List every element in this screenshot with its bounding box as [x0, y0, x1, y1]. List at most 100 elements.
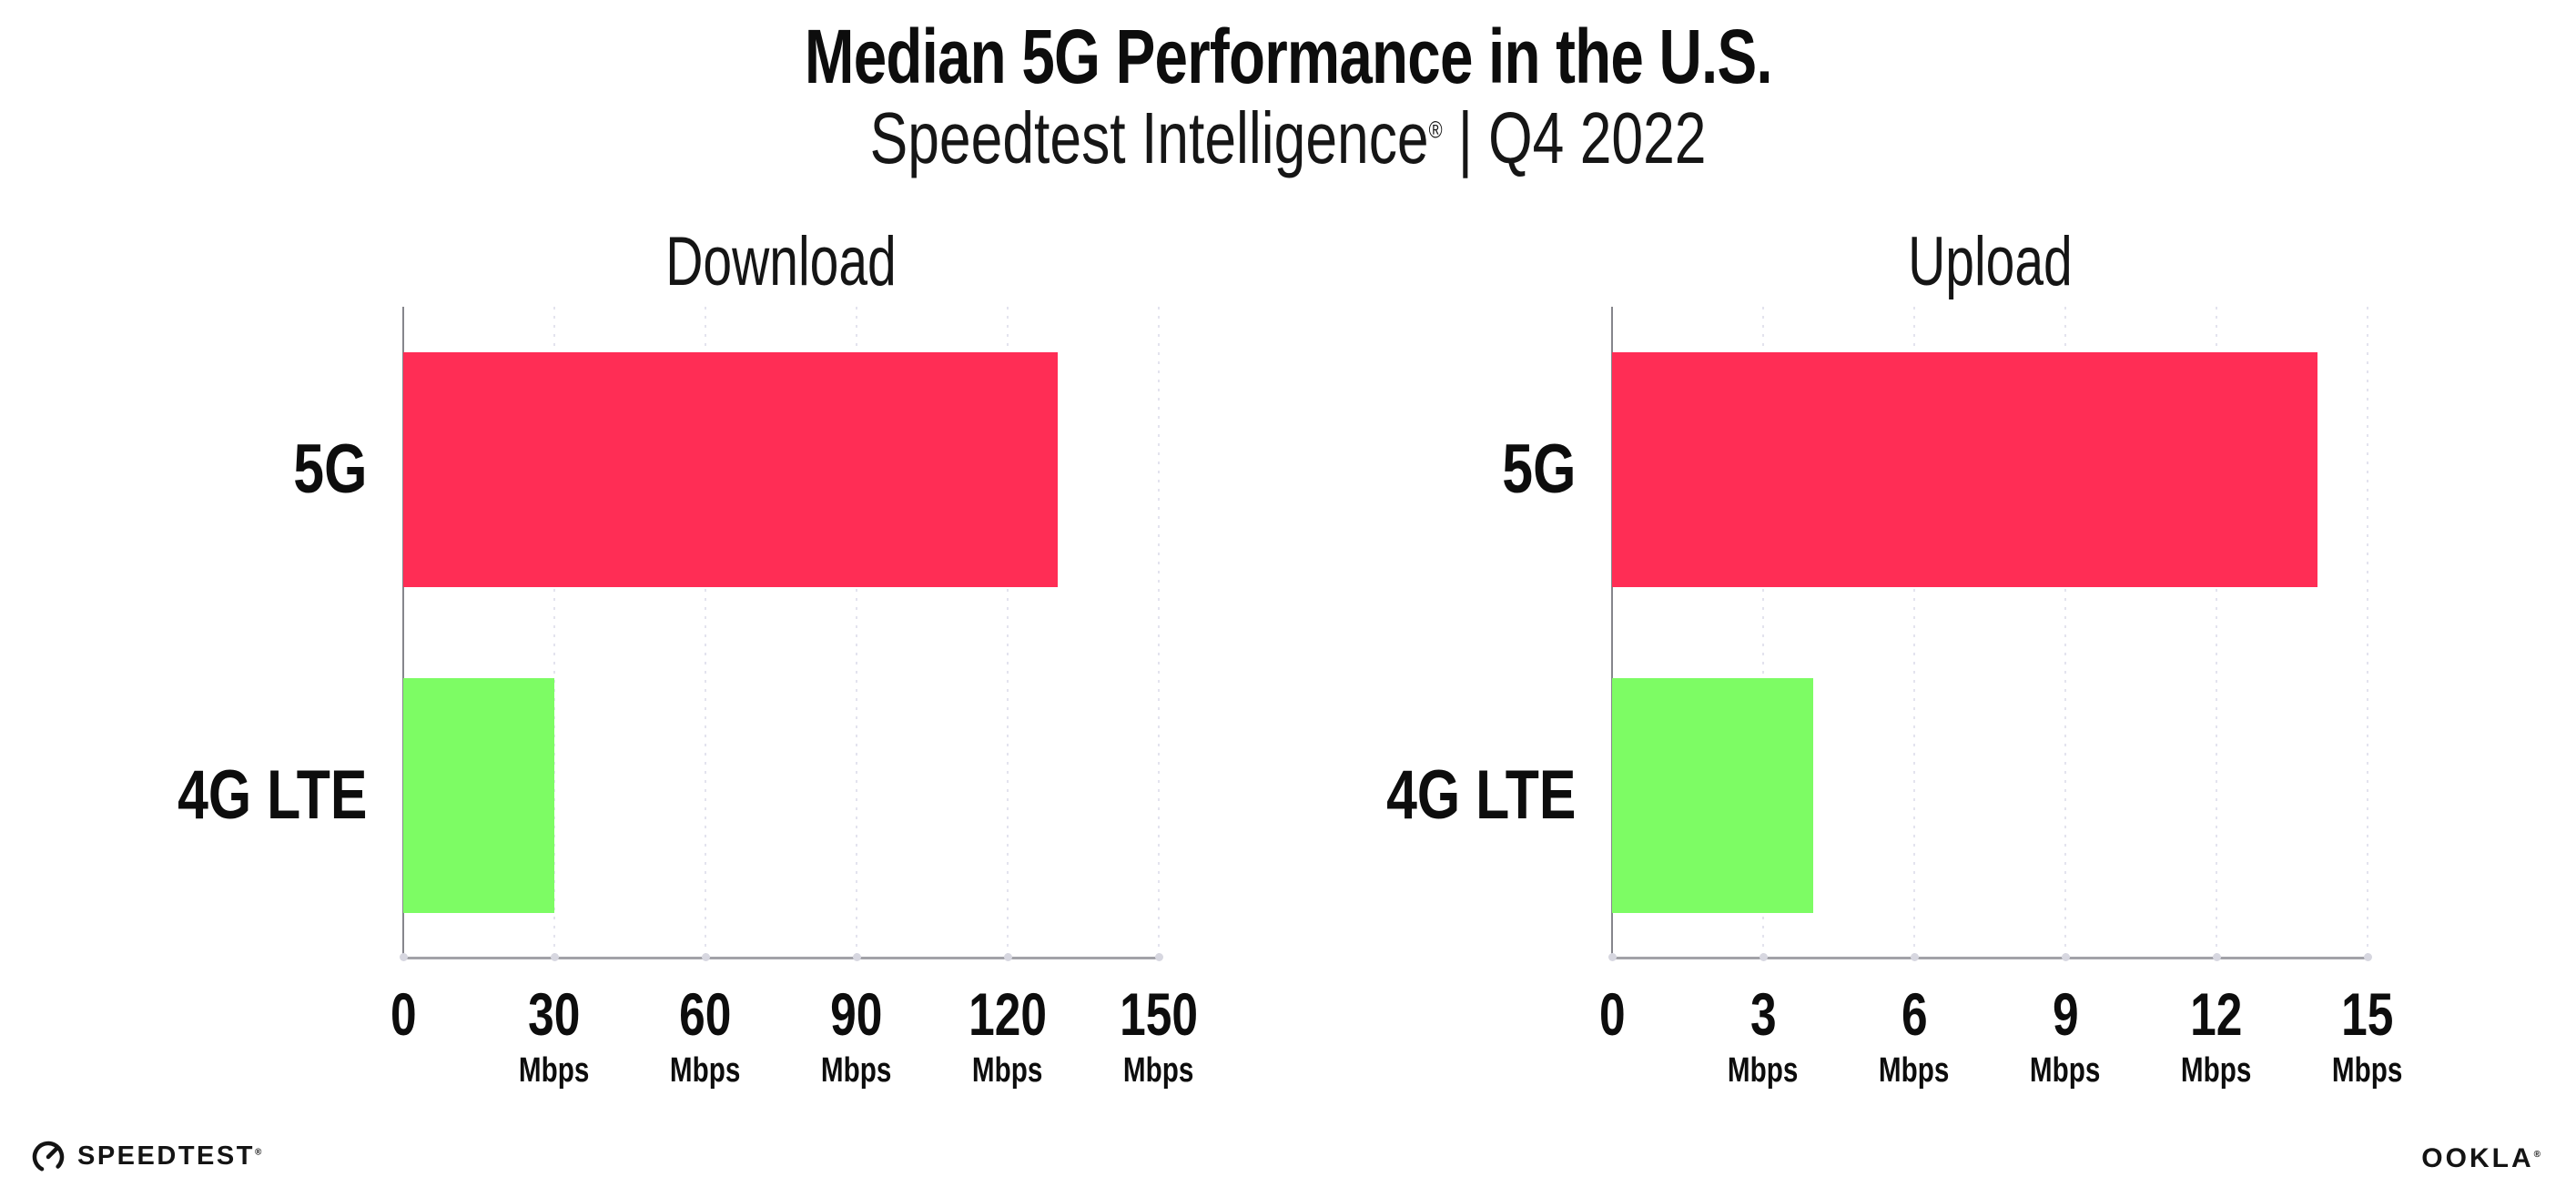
- tick-unit: Mbps: [1059, 1053, 1259, 1088]
- category-label-text-4g-lte: 4G LTE: [1385, 756, 1576, 834]
- speedtest-gauge-icon: [32, 1141, 65, 1173]
- tick-unit: Mbps: [1663, 1053, 1863, 1088]
- tick-label-0-upload: 0: [1512, 984, 1712, 1044]
- subtitle-separator: |: [1457, 97, 1473, 178]
- tick-number-text: 60: [679, 980, 732, 1048]
- tick-label-12-upload: 12 Mbps: [2116, 984, 2317, 1088]
- tick-label-60-download: 60 Mbps: [605, 984, 806, 1088]
- plot-area-download: [400, 307, 1163, 961]
- category-label-text-4g-lte: 4G LTE: [177, 756, 367, 834]
- tick-unit-text: Mbps: [1879, 1051, 1950, 1090]
- gridline: [705, 307, 706, 959]
- ookla-logo: OOKLA®: [2421, 1143, 2543, 1174]
- page-subtitle-text: Speedtest Intelligence® | Q4 2022: [870, 96, 1707, 180]
- tick-label-120-download: 120 Mbps: [908, 984, 1108, 1088]
- tick-dot: [1004, 953, 1012, 961]
- category-label-5g-upload: 5G: [1175, 352, 1576, 587]
- tick-number: 6: [1814, 984, 2014, 1044]
- chart-title-download: Download: [403, 224, 1159, 300]
- tick-number-text: 12: [2190, 980, 2243, 1048]
- page-title: Median 5G Performance in the U.S.: [0, 14, 2576, 99]
- tick-number-text: 9: [2052, 980, 2079, 1048]
- tick-number: 9: [1965, 984, 2165, 1044]
- tick-label-150-download: 150 Mbps: [1059, 984, 1259, 1088]
- tick-number: 12: [2116, 984, 2317, 1044]
- y-axis-line: [402, 307, 404, 959]
- tick-label-30-download: 30 Mbps: [454, 984, 654, 1088]
- tick-number: 0: [303, 984, 503, 1044]
- ookla-registered-icon: ®: [2533, 1150, 2543, 1160]
- subtitle-brand: Speedtest Intelligence: [869, 97, 1429, 178]
- tick-number: 3: [1663, 984, 1863, 1044]
- tick-unit: Mbps: [756, 1053, 957, 1088]
- y-axis-line: [1611, 307, 1613, 959]
- chart-title-upload: Upload: [1612, 224, 2368, 300]
- tick-unit-text: Mbps: [2332, 1051, 2403, 1090]
- gridline: [1007, 307, 1009, 959]
- category-label-text-5g: 5G: [292, 431, 367, 508]
- gridline: [2064, 307, 2066, 959]
- page-subtitle: Speedtest Intelligence® | Q4 2022: [0, 96, 2576, 180]
- tick-dot: [2364, 953, 2372, 961]
- category-label-4g-lte-upload: 4G LTE: [1175, 678, 1576, 913]
- tick-number: 30: [454, 984, 654, 1044]
- tick-number: 60: [605, 984, 806, 1044]
- tick-number-text: 90: [830, 980, 883, 1048]
- tick-dot: [1760, 953, 1768, 961]
- registered-mark-icon: ®: [1428, 116, 1443, 144]
- bar-5g-upload: [1612, 352, 2317, 587]
- tick-unit: Mbps: [908, 1053, 1108, 1088]
- page-title-text: Median 5G Performance in the U.S.: [804, 14, 1773, 99]
- gridline: [1762, 307, 1764, 959]
- tick-label-9-upload: 9 Mbps: [1965, 984, 2165, 1088]
- gridline: [1913, 307, 1915, 959]
- tick-unit: Mbps: [1814, 1053, 2014, 1088]
- x-axis-line: [402, 957, 1160, 959]
- tick-dot: [400, 953, 408, 961]
- tick-number: 90: [756, 984, 957, 1044]
- bar-4g-lte-download: [403, 678, 554, 913]
- tick-unit: Mbps: [454, 1053, 654, 1088]
- chart-title-text-download: Download: [665, 223, 897, 300]
- tick-number-text: 0: [390, 980, 417, 1048]
- tick-number-text: 0: [1598, 980, 1626, 1048]
- tick-dot: [1155, 953, 1163, 961]
- tick-unit: Mbps: [1965, 1053, 2165, 1088]
- tick-unit-text: Mbps: [1728, 1051, 1799, 1090]
- tick-number-text: 15: [2341, 980, 2394, 1048]
- gridline: [553, 307, 555, 959]
- tick-dot: [2062, 953, 2070, 961]
- ookla-wordmark: OOKLA: [2421, 1143, 2534, 1173]
- gridline: [2216, 307, 2217, 959]
- x-axis-line: [1611, 957, 2368, 959]
- tick-number-text: 120: [969, 980, 1047, 1048]
- tick-unit-text: Mbps: [670, 1051, 741, 1090]
- speedtest-registered-icon: ®: [254, 1146, 264, 1157]
- tick-unit: Mbps: [2116, 1053, 2317, 1088]
- tick-number-text: 6: [1901, 980, 1928, 1048]
- tick-label-90-download: 90 Mbps: [756, 984, 957, 1088]
- tick-number: 0: [1512, 984, 1712, 1044]
- gridline: [856, 307, 857, 959]
- tick-dot: [1911, 953, 1919, 961]
- speedtest-wordmark: SPEEDTEST: [77, 1141, 255, 1171]
- tick-dot: [551, 953, 559, 961]
- tick-unit: Mbps: [2267, 1053, 2468, 1088]
- speedtest-logo-text: SPEEDTEST®: [77, 1141, 264, 1172]
- ookla-logo-text: OOKLA®: [2421, 1143, 2543, 1174]
- tick-number: 15: [2267, 984, 2468, 1044]
- tick-unit: Mbps: [605, 1053, 806, 1088]
- tick-dot: [2213, 953, 2221, 961]
- tick-dot: [702, 953, 710, 961]
- category-label-4g-lte-download: 4G LTE: [0, 678, 367, 913]
- tick-label-3-upload: 3 Mbps: [1663, 984, 1863, 1088]
- category-label-text-5g: 5G: [1501, 431, 1576, 508]
- tick-dot: [1608, 953, 1617, 961]
- chart-title-text-upload: Upload: [1907, 223, 2073, 300]
- gridline: [1158, 307, 1160, 959]
- gridline: [2367, 307, 2368, 959]
- tick-label-6-upload: 6 Mbps: [1814, 984, 2014, 1088]
- speedtest-logo: SPEEDTEST®: [30, 1138, 264, 1174]
- tick-unit-text: Mbps: [519, 1051, 590, 1090]
